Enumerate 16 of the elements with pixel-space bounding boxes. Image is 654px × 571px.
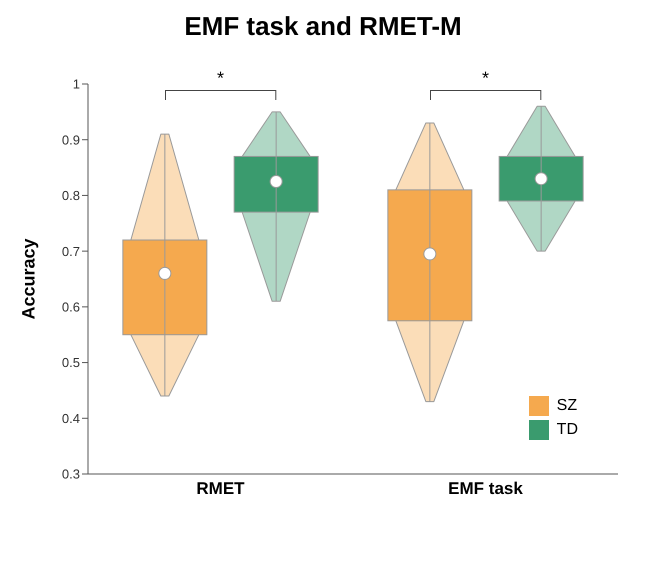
x-tick-label: RMET	[196, 479, 246, 498]
y-tick-label: 0.8	[62, 188, 80, 204]
y-tick-label: 0.6	[62, 299, 80, 314]
annotation: *	[480, 68, 490, 89]
y-tick-label: 0.4	[62, 410, 80, 426]
y-axis-title: Accuracy	[18, 238, 38, 320]
y-tick-label: 0.9	[62, 132, 80, 148]
annotation: *	[216, 68, 225, 89]
legend-label: SZ	[556, 397, 578, 415]
x-tick-label: EMF task	[448, 479, 524, 498]
y-tick-label: 0.3	[62, 466, 80, 482]
y-tick-label: 0.5	[62, 355, 80, 370]
y-tick-label: 0.7	[62, 244, 80, 259]
chart-title: EMF task and RMET-M	[183, 10, 463, 43]
legend-label: TD	[556, 421, 578, 439]
y-tick-label: 1	[72, 76, 80, 92]
